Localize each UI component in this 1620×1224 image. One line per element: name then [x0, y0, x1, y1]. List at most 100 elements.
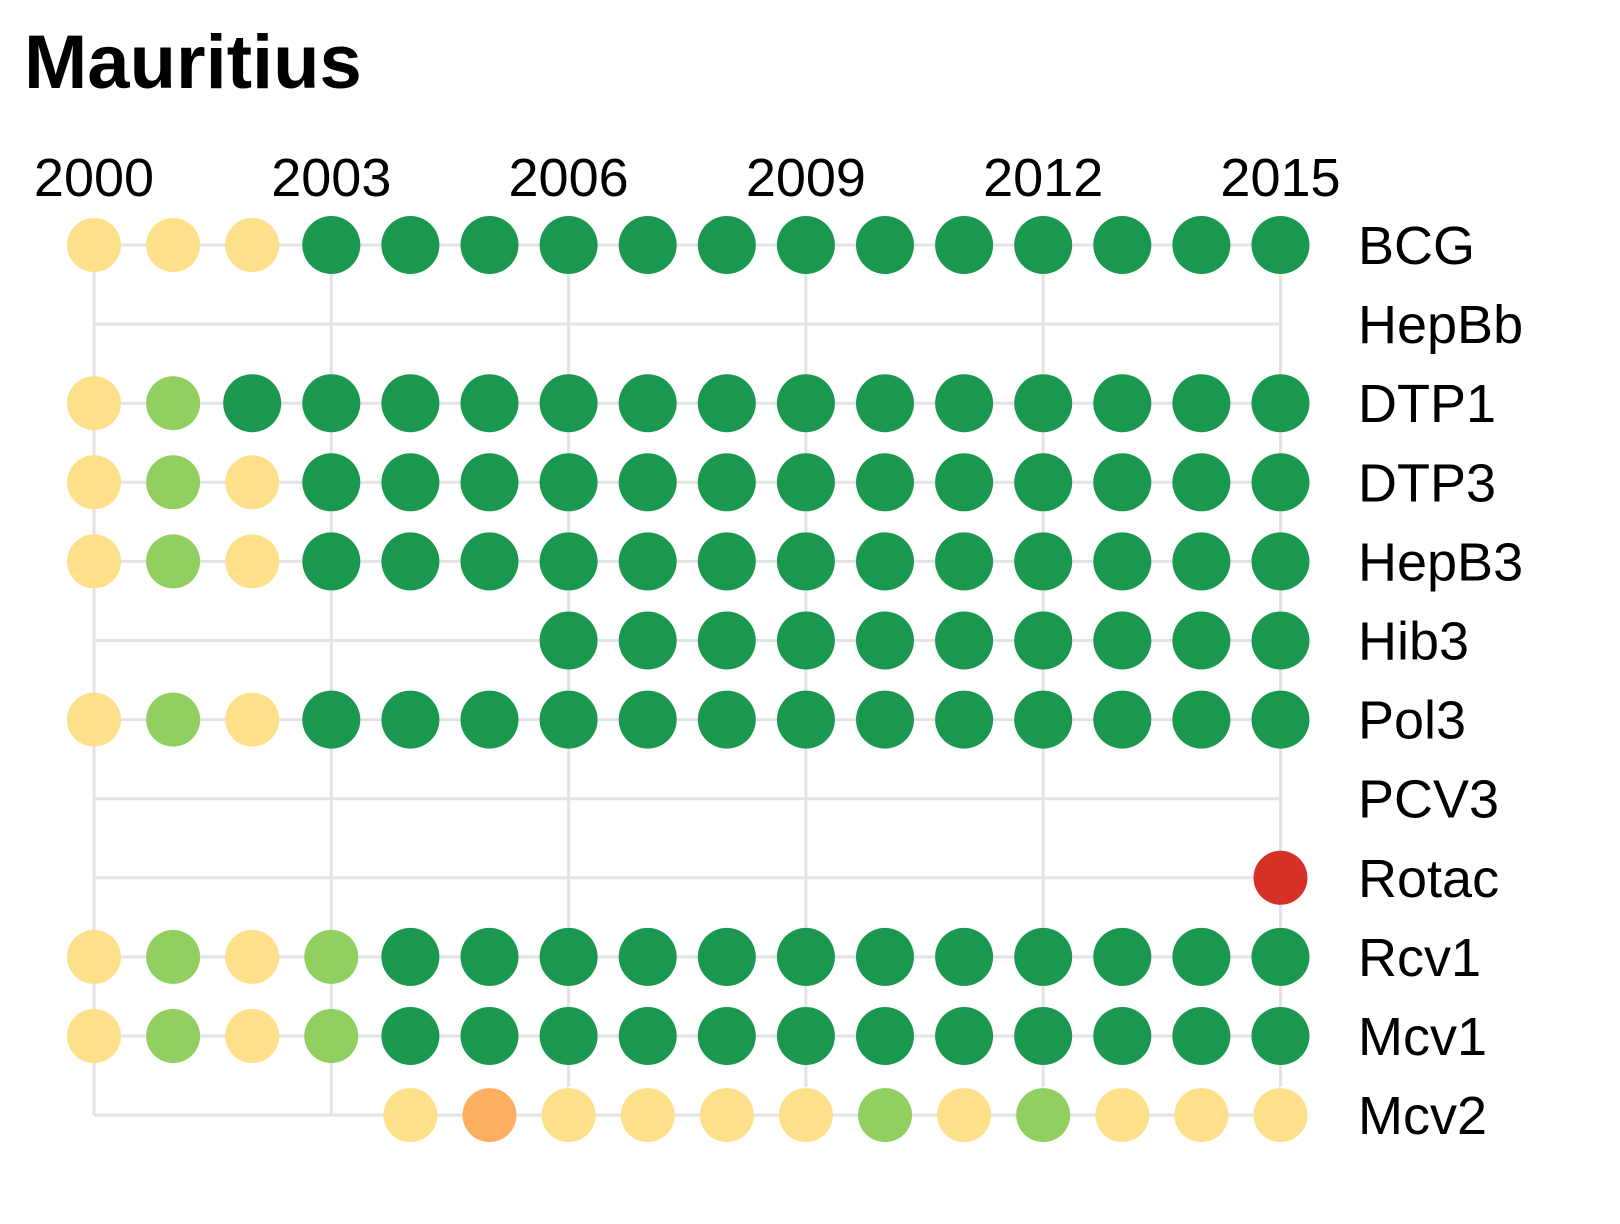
row-label: Hib3	[1358, 612, 1469, 672]
row-label: DTP1	[1358, 374, 1496, 434]
coverage-dot	[618, 927, 677, 986]
coverage-dot	[697, 216, 756, 274]
coverage-dot	[146, 929, 201, 984]
coverage-dot	[1251, 532, 1310, 591]
coverage-dot	[697, 374, 756, 433]
coverage-dot	[1014, 927, 1073, 986]
coverage-dot	[539, 532, 598, 591]
coverage-dot	[697, 611, 756, 670]
coverage-dot	[618, 532, 677, 591]
x-tick-label: 2006	[509, 148, 629, 208]
coverage-dot	[1093, 690, 1152, 749]
coverage-dot	[856, 690, 914, 749]
coverage-dot	[225, 455, 280, 510]
coverage-dot	[856, 611, 914, 670]
coverage-dot	[856, 532, 914, 591]
coverage-dot	[697, 453, 756, 512]
coverage-dot	[1172, 1007, 1231, 1065]
coverage-dot	[1014, 532, 1073, 591]
coverage-dot	[856, 927, 914, 986]
row-label: PCV3	[1358, 770, 1499, 830]
coverage-dot	[539, 927, 598, 986]
coverage-dot	[67, 455, 121, 510]
coverage-dot	[1251, 374, 1310, 433]
coverage-dot	[1172, 453, 1231, 512]
coverage-dot	[935, 216, 994, 274]
coverage-dot	[460, 927, 519, 986]
coverage-dot	[381, 690, 440, 749]
coverage-dot	[539, 1007, 598, 1065]
coverage-dot	[67, 376, 121, 431]
coverage-dot	[935, 927, 994, 986]
coverage-dot	[460, 374, 519, 433]
coverage-dot	[1172, 690, 1231, 749]
coverage-dot	[697, 1007, 756, 1065]
coverage-dot	[1093, 374, 1152, 433]
coverage-dot	[225, 534, 280, 589]
coverage-dot	[67, 534, 121, 589]
coverage-dot	[67, 1009, 121, 1063]
coverage-dot	[1172, 216, 1231, 274]
coverage-dot	[1014, 1007, 1073, 1065]
coverage-dot	[541, 1088, 596, 1143]
coverage-dot	[618, 611, 677, 670]
coverage-dot	[302, 690, 361, 749]
coverage-dot	[1174, 1088, 1229, 1143]
coverage-dot	[302, 532, 361, 591]
coverage-dot	[67, 218, 121, 272]
coverage-dot	[618, 374, 677, 433]
coverage-dot	[225, 929, 280, 984]
coverage-dot	[618, 690, 677, 749]
coverage-dot	[302, 374, 361, 433]
x-tick-label: 2003	[271, 148, 391, 208]
coverage-dot	[776, 1007, 835, 1065]
coverage-dot	[146, 376, 201, 431]
coverage-dot	[460, 453, 519, 512]
coverage-dot	[1093, 1007, 1152, 1065]
coverage-dot	[225, 692, 280, 747]
coverage-dot	[1251, 690, 1310, 749]
coverage-dot	[1014, 374, 1073, 433]
coverage-dot	[67, 692, 121, 747]
coverage-dot	[697, 690, 756, 749]
coverage-dot	[1251, 453, 1310, 512]
coverage-dot	[776, 611, 835, 670]
coverage-dot	[539, 453, 598, 512]
coverage-dot	[935, 453, 994, 512]
coverage-dot	[460, 690, 519, 749]
coverage-dot	[1172, 374, 1231, 433]
coverage-dot	[776, 453, 835, 512]
coverage-dot	[858, 1088, 912, 1143]
row-label: Rotac	[1358, 849, 1499, 909]
coverage-dot	[618, 1007, 677, 1065]
coverage-dot	[776, 216, 835, 274]
coverage-dot	[381, 453, 440, 512]
coverage-dot	[146, 218, 201, 272]
coverage-dot	[856, 374, 914, 433]
coverage-dot	[1016, 1088, 1071, 1143]
coverage-dot	[699, 1088, 754, 1143]
coverage-dot	[1093, 453, 1152, 512]
x-tick-label: 2009	[746, 148, 866, 208]
coverage-dot	[381, 216, 440, 274]
row-labels: BCG HepBb DTP1 DTP3 HepB3 Hib3 Pol3 PCV3 Rotac Rc…	[1358, 216, 1523, 1146]
coverage-dot	[1172, 532, 1231, 591]
coverage-dot	[1014, 690, 1073, 749]
grid-lines	[92, 243, 1282, 1117]
coverage-dot	[1172, 611, 1231, 670]
coverage-dot	[223, 374, 282, 433]
x-tick-label: 2000	[34, 148, 154, 208]
coverage-dot	[1172, 927, 1231, 986]
row-label: HepB3	[1358, 532, 1523, 592]
coverage-dot	[935, 532, 994, 591]
coverage-dot	[1014, 611, 1073, 670]
coverage-dot	[67, 929, 121, 984]
coverage-dot	[618, 453, 677, 512]
coverage-dot	[460, 532, 519, 591]
coverage-dots	[67, 216, 1310, 1143]
coverage-dot	[304, 929, 359, 984]
coverage-dot	[1014, 453, 1073, 512]
coverage-dot	[935, 690, 994, 749]
coverage-dot	[697, 532, 756, 591]
